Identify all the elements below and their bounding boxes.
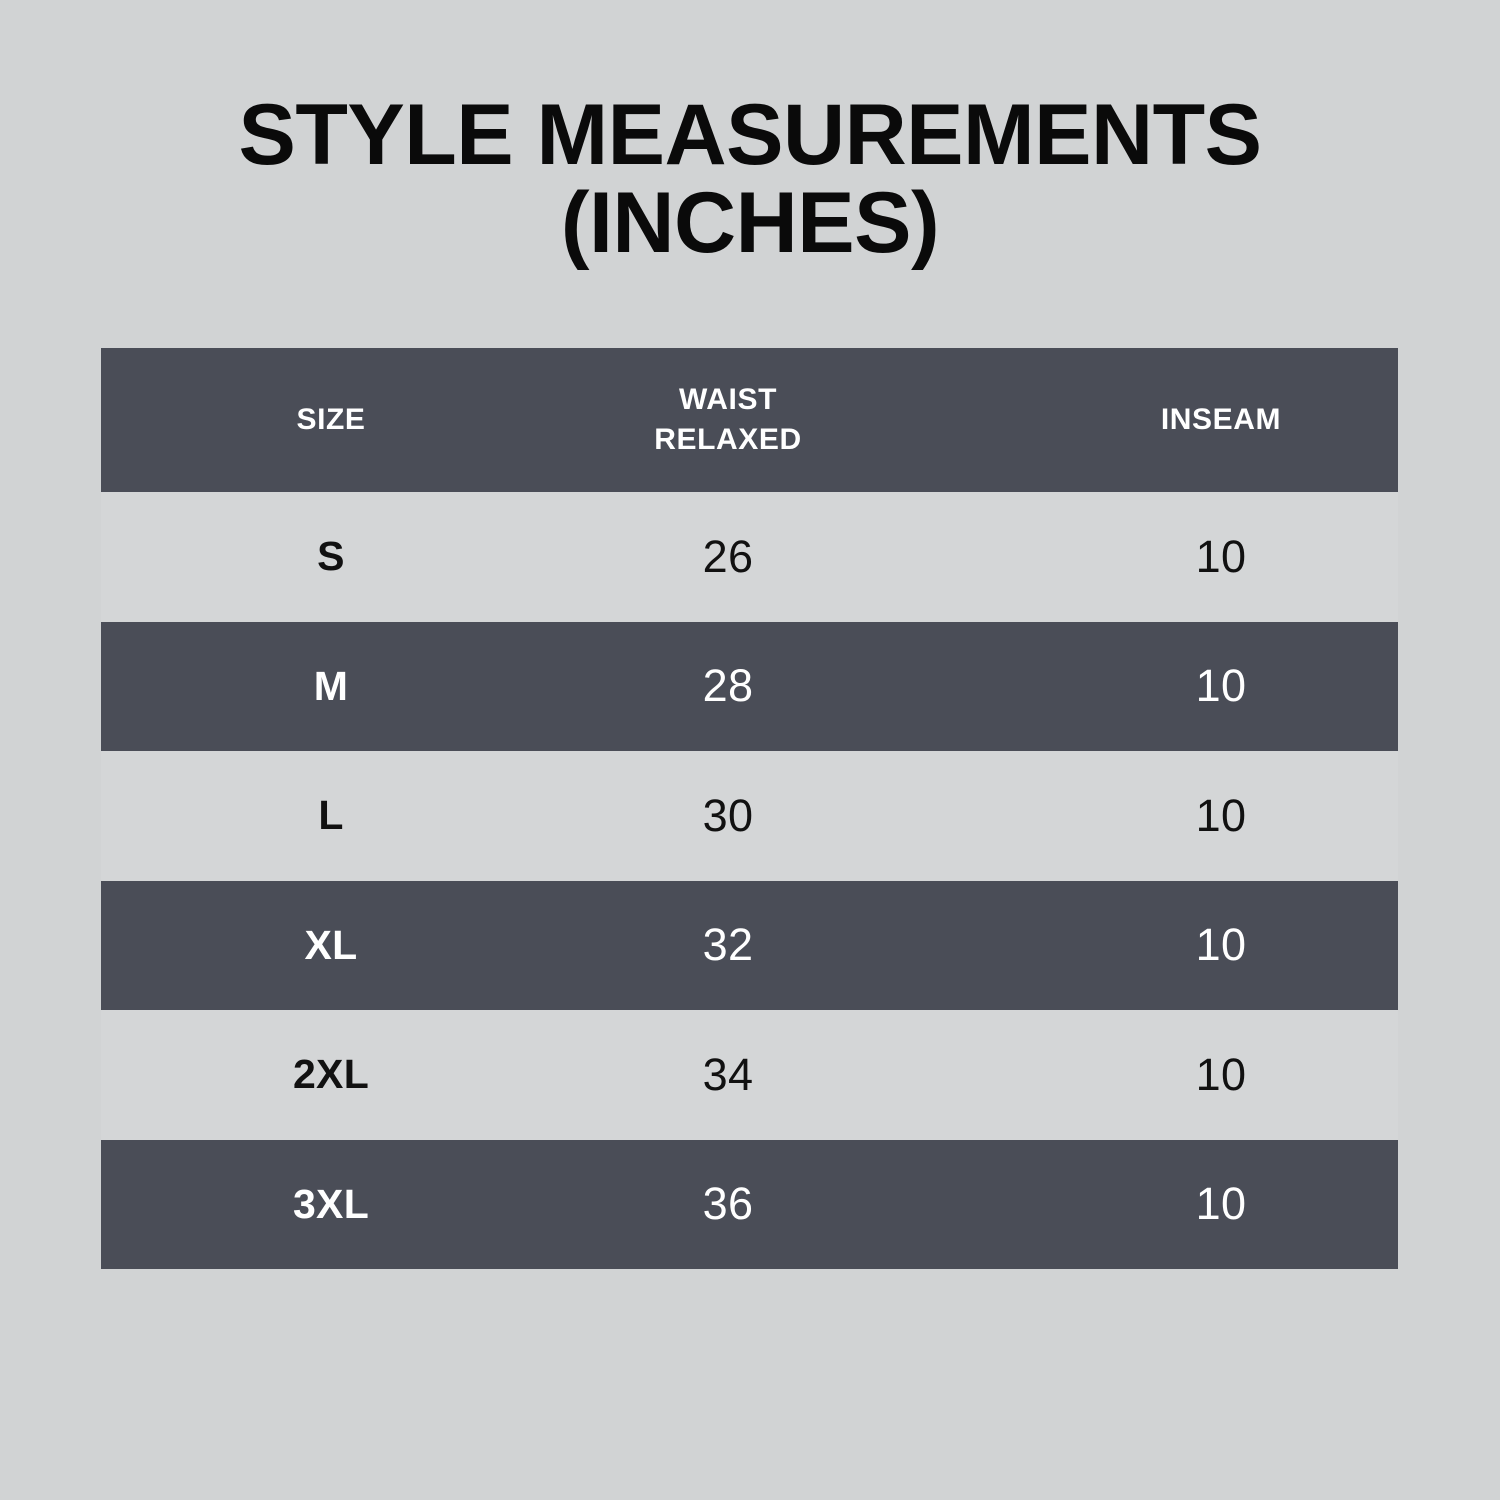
size-chart-table: SIZE WAIST RELAXED INSEAM S 26 10 M 28 1…	[101, 348, 1398, 1269]
cell-size: L	[318, 792, 344, 839]
column-header-size: SIZE	[296, 402, 366, 436]
column-header-waist-relaxed: WAIST RELAXED	[654, 382, 802, 457]
cell-inseam: 10	[1195, 660, 1247, 712]
cell-waist-relaxed: 34	[702, 1048, 754, 1100]
table-row: L 30 10	[101, 751, 1398, 881]
table-row: 2XL 34 10	[101, 1010, 1398, 1140]
table-row: 3XL 36 10	[101, 1139, 1398, 1269]
column-header-inseam: INSEAM	[1160, 402, 1282, 436]
cell-inseam: 10	[1195, 530, 1247, 582]
cell-inseam: 10	[1195, 789, 1247, 841]
cell-inseam: 10	[1195, 1048, 1247, 1100]
cell-size: XL	[304, 921, 358, 968]
cell-waist-relaxed: 32	[702, 919, 754, 971]
table-row: S 26 10	[101, 492, 1398, 622]
cell-inseam: 10	[1195, 1178, 1247, 1230]
table-header-row: SIZE WAIST RELAXED INSEAM	[101, 348, 1398, 492]
cell-inseam: 10	[1195, 919, 1247, 971]
page-title-line-2: (INCHES)	[560, 174, 940, 271]
cell-size: 2XL	[292, 1051, 370, 1098]
cell-size: S	[317, 533, 345, 580]
cell-waist-relaxed: 26	[702, 530, 754, 582]
cell-size: M	[313, 662, 349, 709]
table-row: XL 32 10	[101, 880, 1398, 1010]
table-row: M 28 10	[101, 621, 1398, 751]
cell-waist-relaxed: 30	[702, 789, 754, 841]
page-title: STYLE MEASUREMENTS (INCHES)	[0, 87, 1500, 271]
cell-waist-relaxed: 36	[702, 1178, 754, 1230]
cell-size: 3XL	[292, 1180, 370, 1227]
page-title-line-1: STYLE MEASUREMENTS	[238, 87, 1262, 183]
cell-waist-relaxed: 28	[702, 660, 754, 712]
